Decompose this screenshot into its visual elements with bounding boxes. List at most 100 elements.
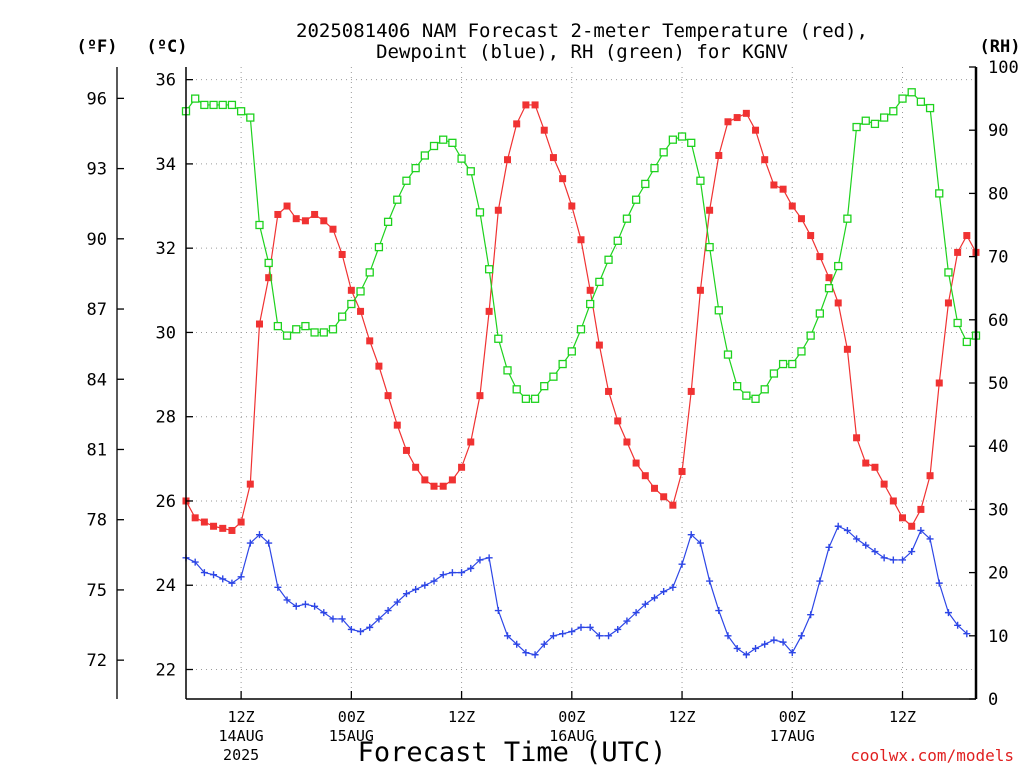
rh-point — [962, 337, 971, 347]
dewpoint-point — [549, 632, 557, 640]
dewpoint-point — [807, 611, 815, 619]
rh-point — [916, 97, 926, 106]
dewpoint-point — [641, 600, 649, 608]
fahrenheit-unit-label: (ºF) — [77, 37, 118, 57]
dewpoint-series-line — [185, 525, 968, 656]
temperature-point — [504, 156, 512, 164]
dewpoint-point — [430, 577, 438, 585]
temperature-point — [301, 217, 309, 225]
dewpoint-point — [568, 628, 576, 636]
dewpoint-point — [292, 602, 300, 610]
dewpoint-point — [669, 583, 677, 591]
dewpoint-point — [788, 649, 796, 657]
rh-point — [402, 176, 411, 185]
dewpoint-point — [412, 585, 420, 593]
dewpoint-point — [889, 556, 897, 564]
rh-point — [411, 163, 420, 173]
temperature-point — [255, 320, 263, 328]
dewpoint-point — [191, 558, 199, 566]
temperature-point — [614, 417, 622, 425]
rh-point — [292, 325, 301, 334]
temperature-point — [329, 225, 337, 233]
time-tick-label: 12Z — [448, 708, 475, 726]
dewpoint-point — [237, 573, 245, 581]
rh-point — [631, 195, 641, 204]
date-tick-label: 16AUG — [549, 727, 594, 745]
dewpoint-point — [605, 632, 613, 640]
dewpoint-point — [504, 632, 512, 640]
temperature-point — [724, 118, 732, 126]
date-tick-label: 14AUG — [219, 727, 264, 745]
dewpoint-point — [577, 623, 585, 631]
celsius-tick-label: 24 — [156, 576, 176, 596]
temperature-point — [237, 518, 245, 526]
watermark: coolwx.com/models — [850, 746, 1014, 765]
rh-point — [301, 321, 310, 331]
fahrenheit-axis: 72 75 78 81 84 87 90 93 96 — [87, 67, 124, 699]
rh-point — [393, 195, 402, 204]
dewpoint-point — [926, 535, 934, 543]
celsius-tick-label: 34 — [156, 155, 176, 175]
dewpoint-point — [357, 628, 365, 636]
rh-point — [503, 366, 512, 375]
rh-point — [347, 299, 356, 309]
rh-point — [191, 94, 200, 103]
rh-point — [328, 325, 338, 334]
time-tick-label: 12Z — [668, 708, 695, 726]
temperature-point — [311, 210, 319, 218]
dewpoint-point — [935, 579, 943, 587]
rh-point — [576, 325, 586, 334]
dewpoint-point — [761, 640, 769, 648]
rh-point — [843, 214, 852, 223]
time-tick-label: 00Z — [779, 708, 806, 726]
rh-point — [778, 359, 788, 369]
rh-point — [264, 258, 273, 268]
rh-point — [521, 394, 531, 403]
temperature-point — [568, 202, 576, 210]
rh-point — [209, 100, 218, 110]
dewpoint-point — [770, 636, 778, 644]
temperature-point — [742, 109, 750, 117]
rh-point — [714, 306, 723, 315]
temperature-point — [752, 126, 760, 134]
rh-tick-label: 60 — [988, 311, 1008, 331]
dewpoint-point — [687, 531, 695, 539]
dewpoint-point — [944, 609, 952, 617]
temperature-point — [210, 522, 218, 530]
temperature-point — [899, 514, 907, 522]
dewpoint-point — [458, 569, 466, 577]
rh-point — [273, 321, 283, 331]
dewpoint-point — [513, 640, 521, 648]
chart-title-line1: 2025081406 NAM Forecast 2-meter Temperat… — [296, 20, 868, 42]
fahrenheit-tick-label: 81 — [87, 440, 107, 460]
rh-tick-label: 10 — [988, 627, 1008, 647]
rh-point — [494, 334, 503, 343]
temperature-point — [871, 463, 879, 471]
temperature-point — [889, 497, 897, 505]
temperature-point — [549, 154, 557, 162]
dewpoint-point — [742, 651, 750, 659]
rh-series-line — [185, 91, 977, 400]
dewpoint-point — [917, 526, 925, 534]
temperature-point — [274, 210, 282, 218]
temperature-point — [366, 337, 374, 345]
rh-point — [898, 94, 907, 103]
rh-point — [227, 100, 237, 110]
dewpoint-point — [200, 569, 208, 577]
temperature-point — [926, 472, 934, 480]
rh-point — [935, 189, 944, 198]
rh-point — [200, 100, 209, 110]
rh-point — [696, 176, 705, 185]
rh-point — [705, 242, 714, 252]
rh-point — [439, 135, 448, 144]
temperature-point — [540, 126, 548, 134]
temperature-point — [384, 392, 392, 400]
temperature-series-line — [185, 104, 977, 532]
temperature-point — [935, 379, 943, 387]
rh-point — [484, 265, 494, 274]
rh-point — [879, 113, 889, 122]
temperature-point — [338, 250, 346, 258]
temperature-point — [191, 514, 199, 522]
